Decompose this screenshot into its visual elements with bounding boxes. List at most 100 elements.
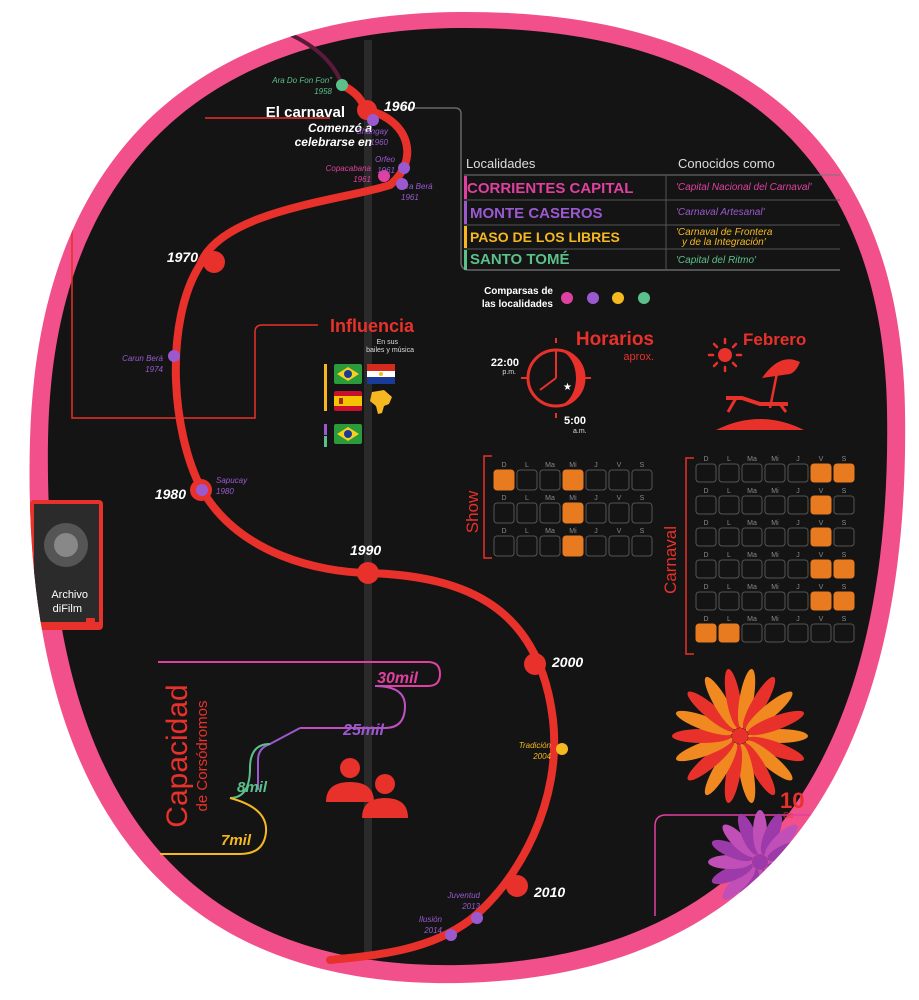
- carnaval-day-label: D: [703, 488, 708, 495]
- orange-feather: [704, 676, 738, 730]
- legend-line-2: las localidades: [482, 299, 554, 310]
- carnaval-day-cell: [833, 495, 855, 515]
- archivo-line-2: diFilm: [53, 603, 82, 615]
- comparsa-dot-ilusion: [445, 929, 457, 941]
- show-day-cell: [608, 502, 630, 524]
- pink-feather: [722, 824, 756, 858]
- carnaval-day-cell: [718, 623, 740, 643]
- decade-node-1970: [203, 251, 225, 273]
- decade-label-1990: 1990: [350, 542, 381, 558]
- show-day-cell: [493, 535, 515, 557]
- carnaval-day-label: S: [842, 584, 847, 591]
- show-day-label: S: [640, 462, 645, 469]
- row-accent-yellow: [464, 226, 467, 248]
- carnaval-day-cell: [741, 527, 763, 547]
- capacity-curve-8mil: [229, 743, 271, 799]
- show-day-label: D: [501, 528, 506, 535]
- comparsa-dot-copacabana: [378, 170, 390, 182]
- flag-spain-icon: [334, 391, 362, 411]
- carnaval-day-label: D: [703, 520, 708, 527]
- comparsa-name-ilusion: Ilusión: [419, 915, 443, 924]
- show-day-cell: [585, 469, 607, 491]
- oval-background: [47, 27, 888, 966]
- carnaval-day-cell: [833, 591, 855, 611]
- carnaval-day-cell: [764, 559, 786, 579]
- carnaval-day-label: Ma: [747, 520, 757, 527]
- carnaval-day-label: J: [796, 616, 800, 623]
- carnaval-day-cell: [810, 559, 832, 579]
- comparsa-dot-sapucay: [196, 484, 208, 496]
- localidades-header-right: Conocidos como: [678, 156, 775, 171]
- carnaval-day-label: D: [703, 552, 708, 559]
- pink-feather: [711, 839, 753, 862]
- carnaval-day-label: S: [842, 552, 847, 559]
- show-day-label: Mi: [569, 495, 577, 502]
- carnaval-day-label: V: [819, 616, 824, 623]
- carnaval-day-cell: [741, 623, 763, 643]
- localidad-known-2b: y de la Integración': [681, 237, 767, 248]
- legend-dot-yellow: [612, 292, 624, 304]
- carnaval-day-label: L: [727, 456, 731, 463]
- timeline-path: [171, 81, 559, 964]
- header-subtitle-1: Comenzó a: [308, 121, 372, 135]
- orange-feather: [704, 742, 738, 796]
- carnaval-day-label: L: [727, 520, 731, 527]
- show-day-label: J: [594, 462, 598, 469]
- carnaval-day-cell: [741, 495, 763, 515]
- carnaval-day-cell: [741, 559, 763, 579]
- localidades-table: Localidades Conocidos como CORRIENTES CA…: [464, 156, 840, 270]
- orange-feather: [742, 676, 776, 730]
- decade-label-2010: 2010: [533, 884, 565, 900]
- carnaval-day-label: Mi: [771, 520, 779, 527]
- orange-feather: [675, 736, 733, 762]
- carnaval-day-label: D: [703, 456, 708, 463]
- decade-label-1980: 1980: [155, 486, 186, 502]
- show-day-label: Ma: [545, 495, 555, 502]
- carnaval-day-cell: [764, 463, 786, 483]
- carnaval-day-label: L: [727, 584, 731, 591]
- feather-ornament-pink: [708, 810, 812, 914]
- carnaval-day-cell: [695, 463, 717, 483]
- carnaval-day-label: L: [727, 616, 731, 623]
- horarios-sub: aprox.: [623, 351, 654, 363]
- carnaval-day-label: L: [727, 552, 731, 559]
- show-day-label: S: [640, 495, 645, 502]
- show-calendar: D L Ma Mi J V S D L Ma Mi J V S D L Ma Mi J V S: [493, 462, 653, 557]
- localidad-name-3: SANTO TOMÉ: [470, 251, 569, 268]
- beach-chair-umbrella-icon: [716, 359, 804, 430]
- legend-dot-green: [638, 292, 650, 304]
- orange-feather: [724, 669, 743, 729]
- header-title: El carnaval: [266, 104, 345, 121]
- archivo-line-1: Archivo: [51, 589, 88, 601]
- carnaval-day-cell: [810, 591, 832, 611]
- orange-feather: [747, 710, 805, 736]
- show-day-label: V: [617, 528, 622, 535]
- pink-center: [752, 854, 768, 870]
- show-day-cell: [539, 469, 561, 491]
- flag-brazil-icon: [334, 364, 362, 384]
- show-day-cell: [562, 502, 584, 524]
- show-day-cell: [631, 535, 653, 557]
- carnaval-day-label: Ma: [747, 456, 757, 463]
- carnaval-day-label: D: [703, 584, 708, 591]
- horarios-start: 22:00: [491, 357, 519, 369]
- febrero-title: Febrero: [743, 330, 806, 349]
- carnaval-day-cell: [833, 527, 855, 547]
- carnaval-day-cell: [810, 463, 832, 483]
- carnaval-day-cell: [787, 623, 809, 643]
- localidad-known-3: 'Capital del Ritmo': [676, 255, 757, 266]
- localidad-known-0: 'Capital Nacional del Carnaval': [676, 182, 813, 193]
- show-day-label: Mi: [569, 528, 577, 535]
- orange-feather: [747, 736, 805, 762]
- fuchsia-bracket: [654, 814, 860, 916]
- show-day-cell: [631, 502, 653, 524]
- carnaval-day-cell: [695, 623, 717, 643]
- carnaval-day-label: Mi: [771, 488, 779, 495]
- influencia-bar-yellow: [324, 364, 327, 411]
- archivo-photo-detail-2: [54, 533, 78, 557]
- carnaval-day-cell: [787, 495, 809, 515]
- carnaval-day-cell: [787, 463, 809, 483]
- show-day-label: Ma: [545, 462, 555, 469]
- comparsa-name-copacabana: Copacabana: [326, 164, 372, 173]
- carnaval-day-cell: [695, 559, 717, 579]
